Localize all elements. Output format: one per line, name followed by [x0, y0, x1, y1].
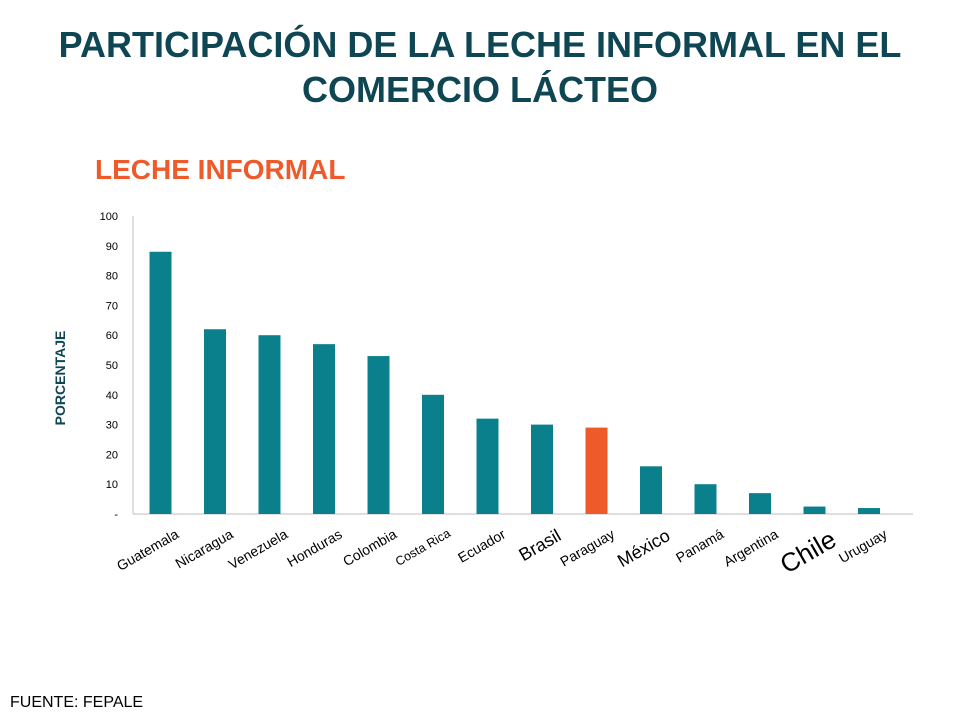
page-title-line-2: COMERCIO LÁCTEO [302, 69, 658, 110]
y-tick-label: 80 [106, 271, 118, 283]
y-tick-label: 30 [106, 420, 118, 432]
bar-0 [149, 251, 172, 514]
y-tick-label: - [114, 509, 118, 521]
bar-5 [422, 394, 444, 514]
bar-chart: - 10 20 30 40 50 60 70 80 90 100 GuatemalaNicaragua… [100, 211, 913, 580]
y-tick-label: 100 [100, 211, 118, 223]
page-title: PARTICIPACIÓN DE LA LECHE INFORMAL EN EL… [0, 22, 960, 112]
x-tick-label-8: Paraguay [557, 526, 617, 570]
x-tick-label-6: Ecuador [455, 526, 508, 566]
x-tick-label-9: México [614, 525, 673, 571]
bar-2 [258, 335, 281, 514]
bar-10 [694, 484, 717, 514]
bar-13 [858, 508, 880, 514]
bar-3 [313, 344, 335, 514]
bar-8 [585, 427, 608, 514]
x-tick-label-4: Colombia [340, 526, 399, 570]
bar-1 [204, 329, 226, 514]
y-tick-label: 90 [106, 241, 118, 253]
x-tick-label-0: Guatemala [114, 526, 181, 574]
y-tick-label: 20 [106, 449, 118, 461]
x-tick-label-1: Nicaragua [172, 526, 235, 572]
x-tick-label-5: Costa Rica [393, 526, 453, 569]
y-tick-label: 50 [106, 360, 118, 372]
x-tick-label-11: Argentina [721, 526, 781, 570]
y-tick-label: 40 [106, 390, 118, 402]
page-title-line-1: PARTICIPACIÓN DE LA LECHE INFORMAL EN EL [58, 24, 902, 65]
bar-7 [531, 424, 553, 514]
bar-12 [803, 506, 826, 514]
y-tick-label: 70 [106, 300, 118, 312]
bar-9 [640, 466, 662, 514]
y-tick-label: 10 [106, 479, 118, 491]
y-tick-label: 60 [106, 330, 118, 342]
x-tick-label-7: Brasil [515, 525, 564, 565]
bar-4 [367, 356, 390, 514]
source-note: FUENTE: FEPALE [10, 694, 144, 711]
bar-6 [476, 418, 499, 514]
chart-subtitle: LECHE INFORMAL [95, 154, 346, 185]
x-tick-label-12: Chile [775, 524, 841, 580]
x-tick-label-2: Venezuela [226, 526, 291, 573]
x-tick-label-13: Uruguay [836, 526, 890, 566]
x-tick-label-10: Panamá [673, 526, 726, 566]
bar-11 [749, 493, 771, 514]
x-tick-label-3: Honduras [284, 526, 345, 570]
